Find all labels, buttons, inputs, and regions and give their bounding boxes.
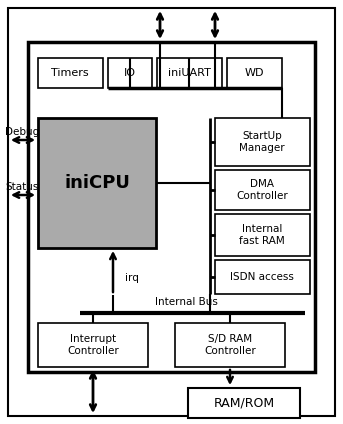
Text: WD: WD	[244, 68, 264, 78]
Bar	[108, 58, 152, 88]
Text: IO: IO	[124, 68, 136, 78]
Text: RAM/ROM: RAM/ROM	[213, 396, 274, 410]
Text: StartUp
Manager: StartUp Manager	[239, 131, 285, 153]
Text: S/D RAM
Controller: S/D RAM Controller	[204, 334, 256, 356]
Text: Internal
fast RAM: Internal fast RAM	[239, 224, 285, 246]
Text: iniUART: iniUART	[168, 68, 211, 78]
Bar	[227, 58, 282, 88]
Text: ISDN access: ISDN access	[230, 272, 294, 282]
Bar	[215, 170, 310, 210]
Bar	[215, 118, 310, 166]
Bar	[215, 214, 310, 256]
Text: Debug: Debug	[5, 127, 39, 137]
Text: Status: Status	[5, 182, 39, 192]
Text: DMA
Controller: DMA Controller	[236, 179, 288, 201]
Bar	[157, 58, 222, 88]
Text: Interrupt
Controller: Interrupt Controller	[67, 334, 119, 356]
Bar	[188, 388, 300, 418]
Bar	[28, 42, 315, 372]
Bar	[38, 58, 103, 88]
Text: Timers: Timers	[51, 68, 89, 78]
Bar	[175, 323, 285, 367]
Text: iniCPU: iniCPU	[64, 174, 130, 192]
Bar	[38, 118, 156, 248]
Text: irq: irq	[125, 273, 139, 283]
Bar	[38, 323, 148, 367]
Text: Internal Bus: Internal Bus	[155, 297, 218, 307]
Bar	[215, 260, 310, 294]
